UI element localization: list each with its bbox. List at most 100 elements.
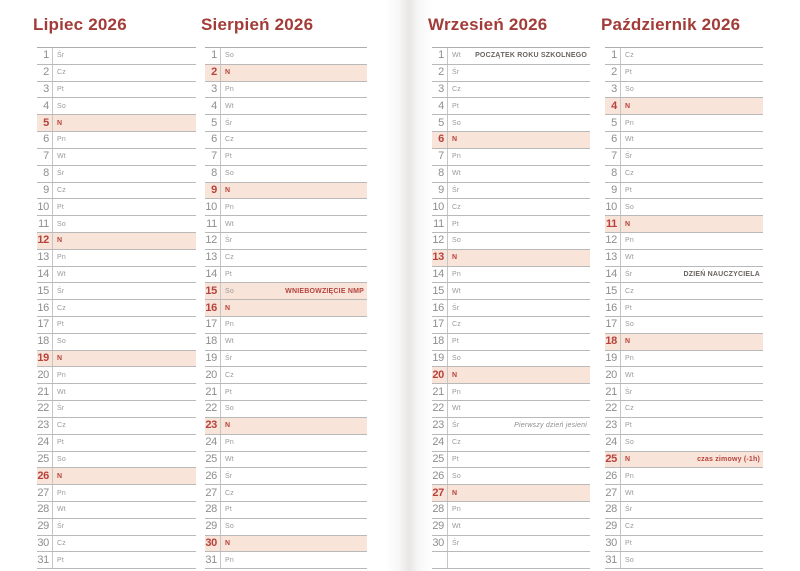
column-divider-line — [620, 266, 621, 283]
day-row: 21 Pt — [205, 384, 367, 402]
day-number: 31 — [605, 553, 617, 566]
day-abbrev: So — [225, 405, 234, 413]
column-divider-line — [52, 367, 53, 384]
day-number: 10 — [605, 200, 617, 213]
day-abbrev: Pn — [625, 472, 634, 480]
day-row: 8 Wt — [432, 165, 590, 183]
day-abbrev: Śr — [452, 186, 460, 194]
column-divider-line — [52, 468, 53, 485]
column-divider-line — [52, 434, 53, 451]
day-abbrev: Śr — [225, 237, 233, 245]
day-abbrev: N — [57, 355, 63, 363]
column-divider-line — [447, 283, 448, 300]
day-number: 19 — [432, 352, 444, 365]
column-divider-line — [620, 401, 621, 417]
column-divider-line — [220, 115, 221, 132]
day-row: 16 Cz — [37, 300, 196, 317]
column-divider-line — [620, 132, 621, 148]
day-abbrev: Pn — [625, 355, 634, 363]
day-abbrev: Pn — [225, 203, 234, 211]
day-row: 6 Wt — [605, 132, 763, 149]
day-row: 10 Cz — [432, 199, 590, 217]
column-divider-line — [620, 333, 621, 350]
day-abbrev: Pn — [452, 153, 461, 161]
column-divider-line — [447, 132, 448, 148]
column-divider-line — [52, 64, 53, 81]
day-number: 20 — [205, 368, 217, 381]
day-number: 26 — [432, 469, 444, 482]
column-divider-line — [620, 317, 621, 333]
column-divider-line — [52, 249, 53, 266]
day-number: 18 — [605, 335, 617, 348]
day-row: 18 Wt — [205, 333, 367, 351]
day-number: 6 — [211, 133, 217, 146]
day-abbrev: Śr — [57, 523, 65, 531]
day-note: Pierwszy dzień jesieni — [514, 422, 587, 430]
day-row: 12 Pn — [605, 232, 763, 250]
day-abbrev: Pn — [225, 439, 234, 447]
day-row: 20 Wt — [605, 367, 763, 385]
column-divider-line — [52, 148, 53, 165]
day-number: 21 — [205, 385, 217, 398]
day-number: 28 — [432, 503, 444, 516]
day-number: 19 — [205, 352, 217, 365]
day-number: 8 — [43, 167, 49, 180]
column-divider-line — [52, 266, 53, 283]
day-row: 1 Śr — [37, 48, 196, 65]
column-divider-line — [52, 350, 53, 367]
day-number: 4 — [611, 99, 617, 112]
day-row: 16 N — [205, 300, 367, 317]
day-row: 7 Pn — [432, 148, 590, 166]
day-abbrev: So — [452, 472, 461, 480]
day-row: 22 Cz — [605, 401, 763, 418]
day-abbrev: So — [57, 220, 66, 228]
day-abbrev: Pt — [625, 69, 633, 77]
day-number: 11 — [38, 217, 49, 230]
column-divider-line — [447, 417, 448, 434]
column-divider-line — [620, 232, 621, 249]
column-divider-line — [620, 367, 621, 384]
column-divider-line — [447, 216, 448, 232]
day-abbrev: Cz — [452, 203, 461, 211]
day-abbrev: Pn — [452, 506, 461, 514]
column-divider-line — [52, 199, 53, 216]
day-abbrev: Cz — [452, 86, 461, 94]
column-divider-line — [52, 417, 53, 434]
day-row: 29 So — [205, 518, 367, 536]
day-abbrev: Śr — [625, 153, 633, 161]
day-number: 25 — [432, 452, 444, 465]
day-abbrev: Cz — [57, 69, 66, 77]
day-abbrev: Wt — [225, 220, 234, 228]
column-divider-line — [220, 98, 221, 115]
column-divider-line — [620, 165, 621, 182]
day-row: 12 N — [37, 232, 196, 250]
day-abbrev: Cz — [225, 489, 234, 497]
day-row: 9 Śr — [432, 182, 590, 200]
column-divider-line — [52, 182, 53, 199]
day-number: 4 — [43, 99, 49, 112]
column-divider-line — [620, 417, 621, 434]
day-number: 5 — [611, 116, 617, 129]
day-row: 19 So — [432, 350, 590, 368]
day-abbrev: Pn — [57, 254, 66, 262]
day-abbrev: N — [57, 237, 63, 245]
column-divider-line — [620, 98, 621, 115]
day-row: 15 Śr — [37, 283, 196, 301]
day-abbrev: Cz — [57, 539, 66, 547]
day-number: 13 — [205, 251, 217, 264]
day-row: 19 Śr — [205, 350, 367, 368]
month-grid: 1 So 2 N 3 Pn 4 Wt 5 Śr 6 Cz 7 Pt 8 So 9 N 10 Pn 11 Wt 12 Śr 13 C… — [205, 47, 367, 570]
column-divider-line — [220, 199, 221, 216]
column-divider-line — [447, 367, 448, 384]
day-abbrev: So — [625, 556, 634, 564]
day-number: 2 — [43, 66, 49, 79]
page-gutter-shadow — [385, 0, 433, 571]
column-divider-line — [447, 115, 448, 132]
day-abbrev: N — [225, 186, 231, 194]
day-row: 1 So — [205, 48, 367, 65]
day-row: 20 N — [432, 367, 590, 385]
day-number: 20 — [432, 368, 444, 381]
day-number: 27 — [37, 486, 49, 499]
day-row: 29 Cz — [605, 518, 763, 536]
column-divider-line — [620, 182, 621, 199]
